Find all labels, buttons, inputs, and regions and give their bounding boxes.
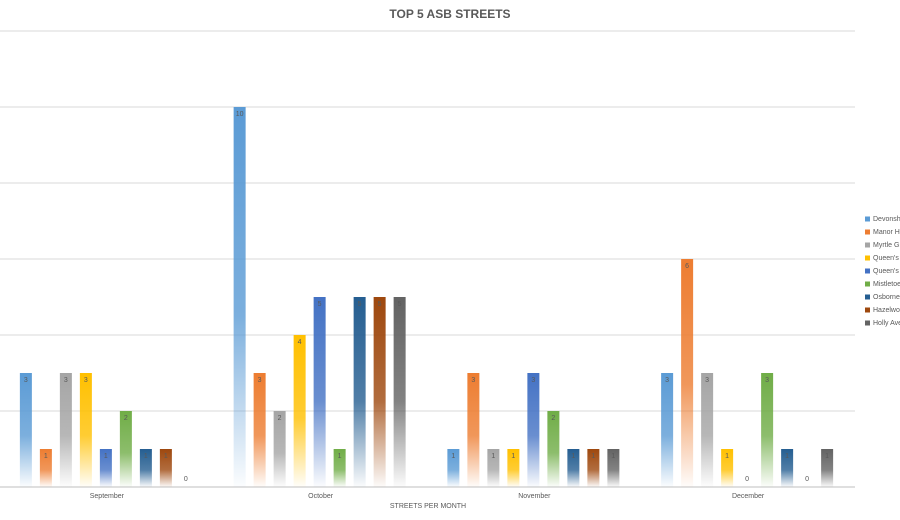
bar bbox=[79, 373, 92, 487]
x-tick-label: October bbox=[308, 493, 334, 500]
bar bbox=[447, 449, 460, 487]
data-label: 1 bbox=[785, 453, 789, 460]
legend-label: Queen's T bbox=[873, 268, 900, 275]
legend-label: Hazelwoo bbox=[873, 307, 900, 314]
bar bbox=[119, 411, 132, 487]
legend-swatch bbox=[865, 242, 870, 248]
bar bbox=[393, 297, 406, 487]
x-axis-title: STREETS PER MONTH bbox=[390, 503, 466, 510]
legend-label: Mistletoe bbox=[873, 281, 900, 288]
legend-swatch bbox=[865, 229, 870, 235]
data-label: 0 bbox=[184, 476, 188, 483]
data-label: 0 bbox=[805, 476, 809, 483]
bar bbox=[701, 373, 714, 487]
data-label: 1 bbox=[511, 453, 515, 460]
bar bbox=[681, 259, 694, 487]
data-label: 4 bbox=[298, 339, 302, 346]
bar bbox=[159, 449, 172, 487]
bar bbox=[353, 297, 366, 487]
data-label: 5 bbox=[398, 301, 402, 308]
data-label: 2 bbox=[278, 415, 282, 422]
bar bbox=[373, 297, 386, 487]
bar bbox=[39, 449, 52, 487]
x-tick-label: November bbox=[518, 493, 551, 500]
x-tick-label: September bbox=[90, 493, 125, 500]
bar bbox=[59, 373, 72, 487]
bar bbox=[527, 373, 540, 487]
data-label: 3 bbox=[258, 377, 262, 384]
legend-label: Devonshi bbox=[873, 216, 900, 223]
legend-label: Myrtle Gr bbox=[873, 242, 900, 249]
data-label: 6 bbox=[685, 263, 689, 270]
data-label: 3 bbox=[84, 377, 88, 384]
legend-swatch bbox=[865, 268, 870, 274]
data-label: 1 bbox=[571, 453, 575, 460]
bar bbox=[253, 373, 266, 487]
data-label: 3 bbox=[64, 377, 68, 384]
bar bbox=[507, 449, 520, 487]
data-label: 1 bbox=[825, 453, 829, 460]
data-label: 3 bbox=[531, 377, 535, 384]
bar bbox=[19, 373, 32, 487]
data-label: 1 bbox=[338, 453, 342, 460]
data-label: 2 bbox=[551, 415, 555, 422]
bar bbox=[821, 449, 834, 487]
bar bbox=[333, 449, 346, 487]
data-label: 2 bbox=[124, 415, 128, 422]
x-tick-label: December bbox=[732, 493, 765, 500]
bar bbox=[761, 373, 774, 487]
bar bbox=[293, 335, 306, 487]
bar bbox=[661, 373, 674, 487]
data-label: 10 bbox=[236, 111, 244, 118]
bar bbox=[607, 449, 620, 487]
bar bbox=[99, 449, 112, 487]
data-label: 3 bbox=[665, 377, 669, 384]
legend-label: Manor Ho bbox=[873, 229, 900, 236]
data-label: 3 bbox=[705, 377, 709, 384]
data-label: 1 bbox=[725, 453, 729, 460]
bar bbox=[487, 449, 500, 487]
bar bbox=[587, 449, 600, 487]
legend-label: Holly Ave bbox=[873, 320, 900, 327]
data-label: 1 bbox=[491, 453, 495, 460]
data-label: 0 bbox=[745, 476, 749, 483]
data-label: 3 bbox=[471, 377, 475, 384]
data-label: 3 bbox=[765, 377, 769, 384]
data-label: 1 bbox=[144, 453, 148, 460]
data-label: 1 bbox=[44, 453, 48, 460]
data-label: 3 bbox=[24, 377, 28, 384]
data-label: 5 bbox=[378, 301, 382, 308]
chart-title: TOP 5 ASB STREETS bbox=[389, 7, 510, 21]
bar bbox=[313, 297, 326, 487]
data-label: 5 bbox=[318, 301, 322, 308]
bar bbox=[721, 449, 734, 487]
data-label: 5 bbox=[358, 301, 362, 308]
bar bbox=[139, 449, 152, 487]
data-label: 1 bbox=[591, 453, 595, 460]
bar bbox=[567, 449, 580, 487]
legend-swatch bbox=[865, 255, 870, 261]
bar bbox=[467, 373, 480, 487]
bar bbox=[273, 411, 286, 487]
legend-swatch bbox=[865, 281, 870, 287]
bar bbox=[781, 449, 794, 487]
legend-swatch bbox=[865, 216, 870, 222]
legend-label: Osborne A bbox=[873, 294, 900, 301]
legend-label: Queen's R bbox=[873, 255, 900, 262]
data-label: 1 bbox=[611, 453, 615, 460]
data-label: 1 bbox=[104, 453, 108, 460]
legend-swatch bbox=[865, 320, 870, 326]
legend-swatch bbox=[865, 307, 870, 313]
bar bbox=[233, 107, 246, 487]
bar bbox=[547, 411, 560, 487]
data-label: 1 bbox=[451, 453, 455, 460]
data-label: 1 bbox=[164, 453, 168, 460]
legend-swatch bbox=[865, 294, 870, 300]
